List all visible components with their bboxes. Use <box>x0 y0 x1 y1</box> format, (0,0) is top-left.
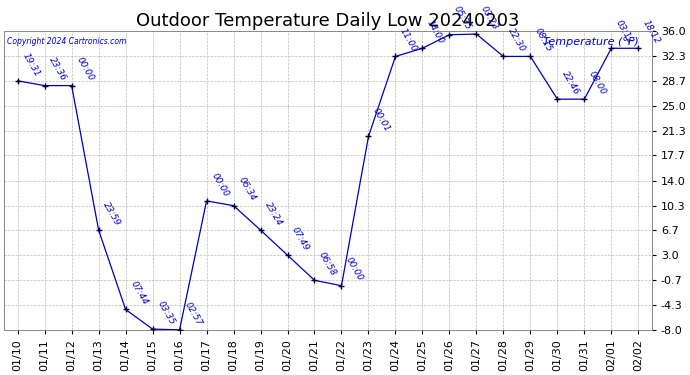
Text: 22:46: 22:46 <box>560 69 581 96</box>
Text: 00:00: 00:00 <box>75 56 95 83</box>
Text: 02:57: 02:57 <box>182 300 203 327</box>
Text: 23:36: 23:36 <box>48 56 68 83</box>
Text: 19:31: 19:31 <box>21 51 41 78</box>
Text: 11:00: 11:00 <box>398 27 419 54</box>
Text: Temperature (°F): Temperature (°F) <box>543 37 639 47</box>
Text: 08:15: 08:15 <box>533 27 554 54</box>
Text: Copyright 2024 Cartronics.com: Copyright 2024 Cartronics.com <box>8 37 127 46</box>
Text: 03:35: 03:35 <box>155 299 176 326</box>
Text: 18:12: 18:12 <box>641 18 662 45</box>
Text: 00:00: 00:00 <box>344 256 365 283</box>
Text: 00:00: 00:00 <box>209 171 230 198</box>
Text: 06:58: 06:58 <box>317 251 338 278</box>
Text: 05:35: 05:35 <box>452 5 473 32</box>
Text: 07:44: 07:44 <box>128 280 149 307</box>
Text: 00:01: 00:01 <box>371 106 392 134</box>
Text: 23:24: 23:24 <box>264 200 284 227</box>
Title: Outdoor Temperature Daily Low 20240203: Outdoor Temperature Daily Low 20240203 <box>136 12 520 30</box>
Text: 08:00: 08:00 <box>587 69 608 96</box>
Text: 23:59: 23:59 <box>101 200 122 227</box>
Text: 22:30: 22:30 <box>506 27 527 54</box>
Text: 14:00: 14:00 <box>425 18 446 45</box>
Text: 07:49: 07:49 <box>290 225 311 252</box>
Text: 03:12: 03:12 <box>614 18 635 45</box>
Text: 03:23: 03:23 <box>479 4 500 31</box>
Text: 06:34: 06:34 <box>236 176 257 203</box>
